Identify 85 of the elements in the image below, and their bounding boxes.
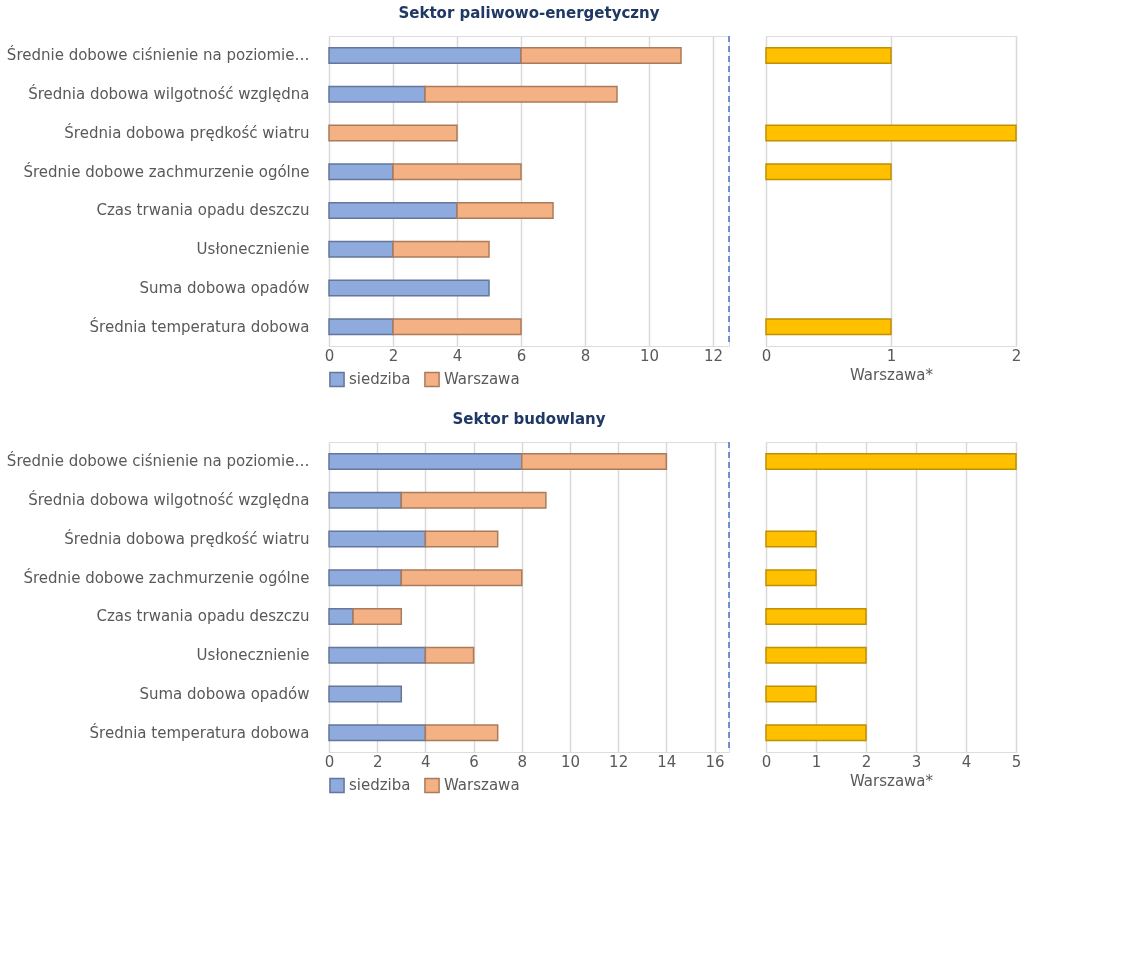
bar xyxy=(424,85,618,103)
bar xyxy=(765,685,817,703)
x-tick-label: 1 xyxy=(811,752,822,771)
bar xyxy=(765,607,867,625)
bar xyxy=(765,646,867,664)
bar xyxy=(328,607,354,625)
y-tick-label: Usłonecznienie xyxy=(196,240,310,259)
bar xyxy=(424,724,499,742)
bar xyxy=(328,685,403,703)
bar xyxy=(765,569,817,587)
x-tick-label: 10 xyxy=(560,752,581,771)
y-tick-label: Średnia temperatura dobowa xyxy=(89,316,310,336)
chart-title: Sektor budowlany xyxy=(452,410,606,429)
bar xyxy=(328,491,403,509)
legend-label: Warszawa xyxy=(444,776,520,795)
bar xyxy=(328,279,490,297)
y-tick-label: Średnia temperatura dobowa xyxy=(89,722,310,742)
bar xyxy=(328,530,427,548)
bar xyxy=(328,240,394,258)
x-tick-label: 2 xyxy=(372,752,383,771)
y-tick-label: Średnia dobowa wilgotność względna xyxy=(28,84,310,104)
bar xyxy=(328,569,403,587)
bar xyxy=(328,201,458,219)
bar xyxy=(392,163,522,181)
x-tick-label: 4 xyxy=(421,752,431,771)
x-tick-label: 4 xyxy=(961,752,972,771)
x-tick-label: 5 xyxy=(1011,752,1022,771)
bar xyxy=(456,201,554,219)
x-axis-title: Warszawa* xyxy=(849,365,934,384)
y-tick-label: Średnia dobowa prędkość wiatru xyxy=(64,528,310,548)
bar xyxy=(328,452,523,470)
legend-label: siedziba xyxy=(349,370,411,389)
chart-title: Sektor paliwowo-energetyczny xyxy=(398,4,660,23)
y-tick-label: Czas trwania opadu deszczu xyxy=(96,201,310,220)
y-tick-label: Czas trwania opadu deszczu xyxy=(96,607,310,626)
bar xyxy=(328,46,522,64)
bar xyxy=(765,530,817,548)
bar xyxy=(520,46,682,64)
bar xyxy=(352,607,403,625)
bar xyxy=(328,318,394,336)
y-tick-label: Średnie dobowe ciśnienie na poziomie… xyxy=(6,45,310,65)
x-tick-label: 0 xyxy=(761,752,772,771)
x-tick-label: 2 xyxy=(861,752,872,771)
y-tick-label: Średnia dobowa wilgotność względna xyxy=(28,490,310,510)
bar xyxy=(328,646,427,664)
bar xyxy=(765,452,1017,470)
y-tick-label: Średnie dobowe ciśnienie na poziomie… xyxy=(6,451,310,471)
x-tick-label: 1 xyxy=(886,346,897,365)
y-tick-label: Usłonecznienie xyxy=(196,646,310,665)
x-axis-title: Warszawa* xyxy=(849,771,934,790)
y-tick-label: Średnie dobowe zachmurzenie ogólne xyxy=(23,567,310,587)
bar xyxy=(328,724,427,742)
x-tick-label: 3 xyxy=(911,752,922,771)
y-tick-label: Suma dobowa opadów xyxy=(139,684,310,703)
bar xyxy=(424,530,499,548)
legend-label: siedziba xyxy=(349,776,411,795)
bar xyxy=(424,646,475,664)
y-tick-label: Suma dobowa opadów xyxy=(139,278,310,297)
x-tick-label: 2 xyxy=(388,346,399,365)
bar xyxy=(392,240,490,258)
x-tick-label: 8 xyxy=(517,752,528,771)
x-tick-label: 4 xyxy=(452,346,463,365)
x-tick-label: 16 xyxy=(705,752,725,771)
bar xyxy=(400,491,547,509)
x-tick-label: 12 xyxy=(703,346,724,365)
x-tick-label: 0 xyxy=(761,346,772,365)
x-tick-label: 14 xyxy=(657,752,677,771)
bar xyxy=(400,569,523,587)
y-tick-label: Średnie dobowe zachmurzenie ogólne xyxy=(23,161,310,181)
x-tick-label: 10 xyxy=(639,346,660,365)
x-tick-label: 0 xyxy=(324,346,335,365)
bar xyxy=(328,124,458,142)
x-tick-label: 2 xyxy=(1011,346,1022,365)
x-tick-label: 6 xyxy=(469,752,479,771)
x-tick-label: 0 xyxy=(324,752,335,771)
bar xyxy=(328,163,394,181)
x-tick-label: 12 xyxy=(609,752,629,771)
x-tick-label: 8 xyxy=(580,346,591,365)
bar xyxy=(328,85,426,103)
bar xyxy=(521,452,668,470)
y-tick-label: Średnia dobowa prędkość wiatru xyxy=(64,122,310,142)
legend-label: Warszawa xyxy=(444,370,520,389)
x-tick-label: 6 xyxy=(516,346,527,365)
bar xyxy=(392,318,522,336)
bar xyxy=(765,724,867,742)
